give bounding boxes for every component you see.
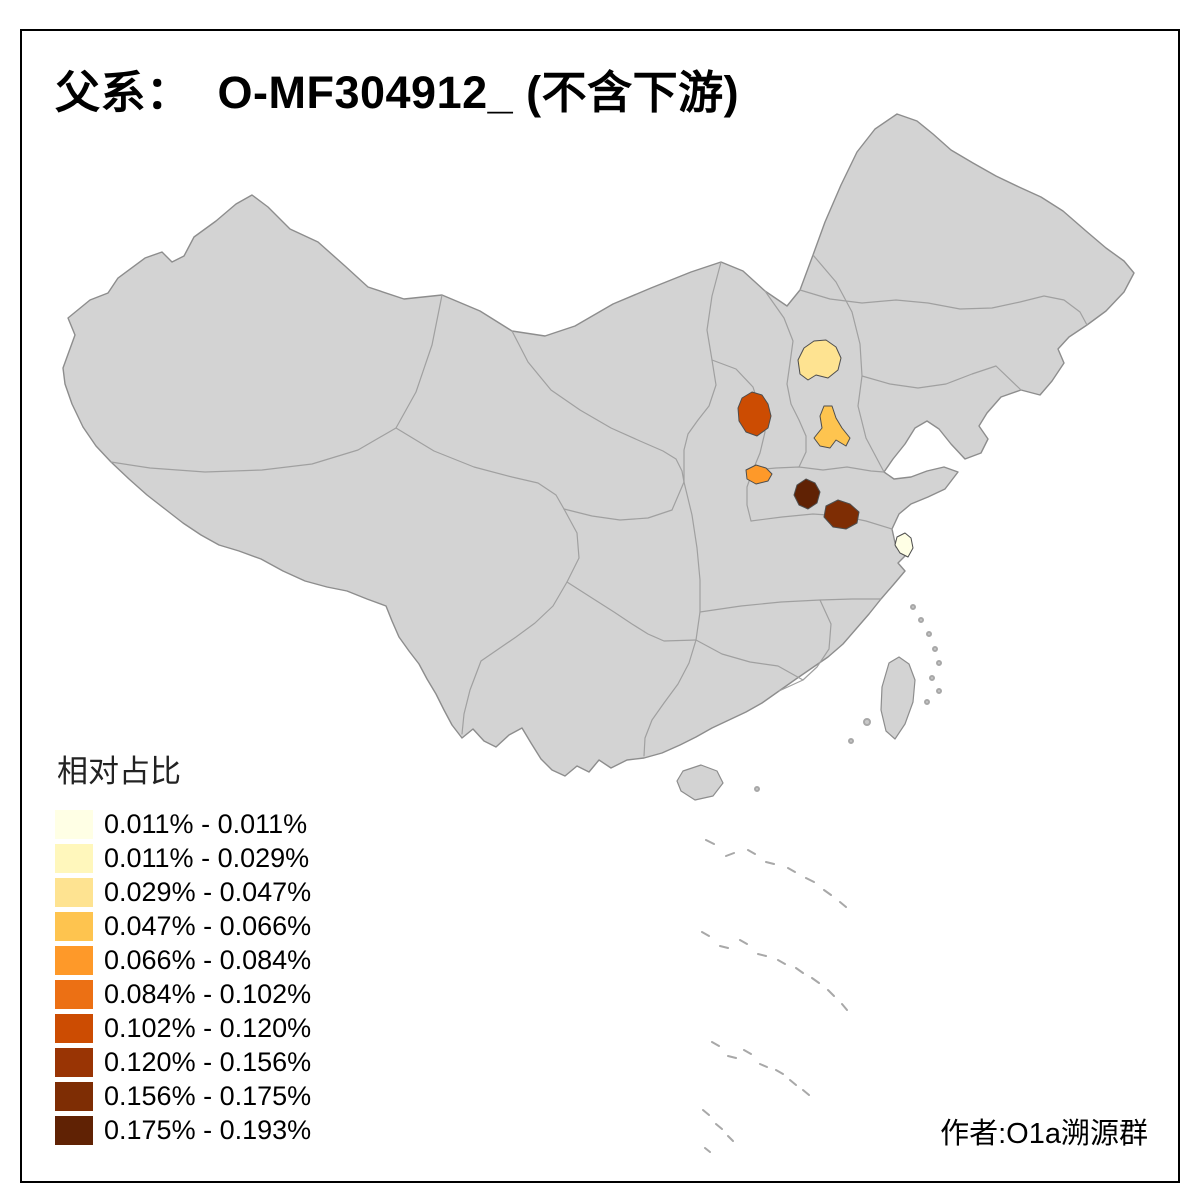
- region-shanghai: [894, 532, 914, 558]
- legend-row: 0.011% - 0.029%: [55, 841, 311, 875]
- legend-swatch: [55, 1081, 93, 1111]
- small-islands: [701, 604, 942, 1153]
- mainland-china-shape: [62, 113, 1135, 777]
- border-shaanxi-west: [683, 261, 722, 483]
- legend-label: 0.156% - 0.175%: [104, 1080, 312, 1111]
- region-south-shanxi: [745, 464, 773, 485]
- legend-row: 0.084% - 0.102%: [55, 977, 311, 1011]
- legend-row: 0.011% - 0.011%: [55, 807, 311, 841]
- legend-swatch: [55, 945, 93, 975]
- border-tibet-east: [461, 508, 580, 735]
- province-borders: [110, 254, 1088, 757]
- legend-swatch: [55, 1115, 93, 1145]
- legend-label: 0.066% - 0.084%: [104, 944, 312, 975]
- hainan-island: [676, 764, 724, 801]
- border-neimenggu-east: [812, 254, 885, 473]
- legend: 相对占比 0.011% - 0.011% 0.011% - 0.029% 0.0…: [55, 746, 311, 1147]
- legend-label: 0.011% - 0.029%: [104, 842, 310, 873]
- border-yunnan-guizhou: [566, 581, 697, 642]
- border-gansu: [511, 330, 685, 483]
- region-north-henan: [793, 478, 821, 510]
- region-beijing: [797, 339, 842, 381]
- legend-row: 0.102% - 0.120%: [55, 1011, 311, 1045]
- legend-row: 0.175% - 0.193%: [55, 1113, 311, 1147]
- border-shanxi-east: [764, 290, 807, 468]
- legend-swatch: [55, 979, 93, 1009]
- map-title: 父系： O-MF304912_ (不含下游): [55, 67, 740, 118]
- legend-row: 0.047% - 0.066%: [55, 909, 311, 943]
- border-hubei-west: [643, 481, 701, 757]
- taiwan-island: [880, 656, 916, 740]
- legend-row: 0.029% - 0.047%: [55, 875, 311, 909]
- border-guangdong-north: [695, 639, 804, 681]
- legend-label: 0.029% - 0.047%: [104, 876, 312, 907]
- legend-label: 0.175% - 0.193%: [104, 1114, 312, 1145]
- border-sichuan-north: [563, 481, 685, 521]
- legend-label: 0.120% - 0.156%: [104, 1046, 312, 1077]
- border-henan-north: [752, 466, 885, 473]
- border-xinjiang: [110, 294, 443, 473]
- legend-label: 0.102% - 0.120%: [104, 1012, 312, 1043]
- legend-swatch: [55, 877, 93, 907]
- legend-swatch: [55, 809, 93, 839]
- border-yangtze: [699, 598, 882, 613]
- legend-swatch: [55, 911, 93, 941]
- legend-swatch: [55, 1047, 93, 1077]
- border-jilin-liaoning: [861, 365, 1022, 391]
- legend-label: 0.084% - 0.102%: [104, 978, 312, 1009]
- highlighted-regions: [737, 339, 914, 558]
- region-west-shandong: [813, 405, 851, 449]
- attribution: 作者:O1a溯源群: [940, 1118, 1148, 1150]
- legend-label: 0.047% - 0.066%: [104, 910, 312, 941]
- border-heilongjiang-south: [799, 289, 1088, 326]
- legend-swatch: [55, 843, 93, 873]
- legend-label: 0.011% - 0.011%: [104, 808, 308, 839]
- legend-row: 0.066% - 0.084%: [55, 943, 311, 977]
- border-tibet-north: [395, 427, 565, 510]
- legend-title: 相对占比: [57, 754, 181, 789]
- legend-row: 0.120% - 0.156%: [55, 1045, 311, 1079]
- border-shanxi-west: [711, 359, 766, 522]
- border-fujian-west: [778, 599, 832, 692]
- legend-swatch: [55, 1013, 93, 1043]
- region-central-shanxi: [737, 391, 772, 437]
- region-east-henan: [823, 499, 860, 530]
- legend-row: 0.156% - 0.175%: [55, 1079, 311, 1113]
